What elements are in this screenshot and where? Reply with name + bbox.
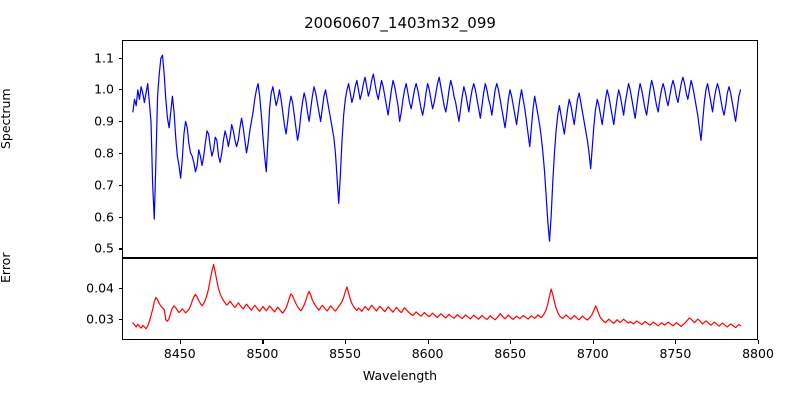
spectrum-line-series xyxy=(123,41,757,257)
x-tick-label: 8450 xyxy=(163,346,196,361)
error-line-series xyxy=(123,259,757,339)
y-tick-mark xyxy=(118,89,122,91)
x-tick-mark xyxy=(592,340,594,344)
x-axis-label: Wavelength xyxy=(362,368,438,383)
y-tick-mark xyxy=(118,319,122,321)
x-tick-mark xyxy=(345,340,347,344)
y-tick-label: 0.6 xyxy=(94,209,114,225)
x-tick-mark xyxy=(262,340,264,344)
x-tick-label: 8650 xyxy=(494,346,527,361)
spectrum-y-axis-label: Spectrum xyxy=(0,88,13,149)
x-tick-label: 8800 xyxy=(742,346,774,361)
x-tick-label: 8500 xyxy=(246,346,279,361)
chart-title: 20060607_1403m32_099 xyxy=(304,14,496,32)
x-tick-mark xyxy=(675,340,677,344)
x-tick-mark xyxy=(179,340,181,344)
y-tick-mark xyxy=(118,57,122,59)
y-tick-label: 0.5 xyxy=(94,240,114,256)
error-y-axis-label: Error xyxy=(0,252,13,283)
y-tick-mark xyxy=(118,288,122,290)
x-tick-label: 8750 xyxy=(659,346,692,361)
x-tick-label: 8700 xyxy=(576,346,609,361)
y-tick-label: 0.04 xyxy=(86,280,114,296)
y-tick-label: 0.7 xyxy=(94,177,114,193)
y-tick-mark xyxy=(118,121,122,123)
x-tick-label: 8550 xyxy=(329,346,361,361)
y-tick-label: 1.1 xyxy=(94,50,114,65)
y-tick-mark xyxy=(118,248,122,250)
y-tick-label: 1.0 xyxy=(94,81,114,97)
x-tick-mark xyxy=(510,340,512,344)
x-tick-mark xyxy=(427,340,429,344)
x-tick-mark xyxy=(758,340,760,344)
y-tick-label: 0.9 xyxy=(94,113,114,129)
y-tick-label: 0.03 xyxy=(86,311,114,327)
error-plot-area xyxy=(122,258,758,340)
y-tick-mark xyxy=(118,184,122,186)
x-tick-label: 8600 xyxy=(411,346,444,361)
spectrum-plot-area xyxy=(122,40,758,258)
y-tick-mark xyxy=(118,216,122,218)
y-tick-mark xyxy=(118,152,122,155)
y-tick-label: 0.8 xyxy=(94,145,114,161)
